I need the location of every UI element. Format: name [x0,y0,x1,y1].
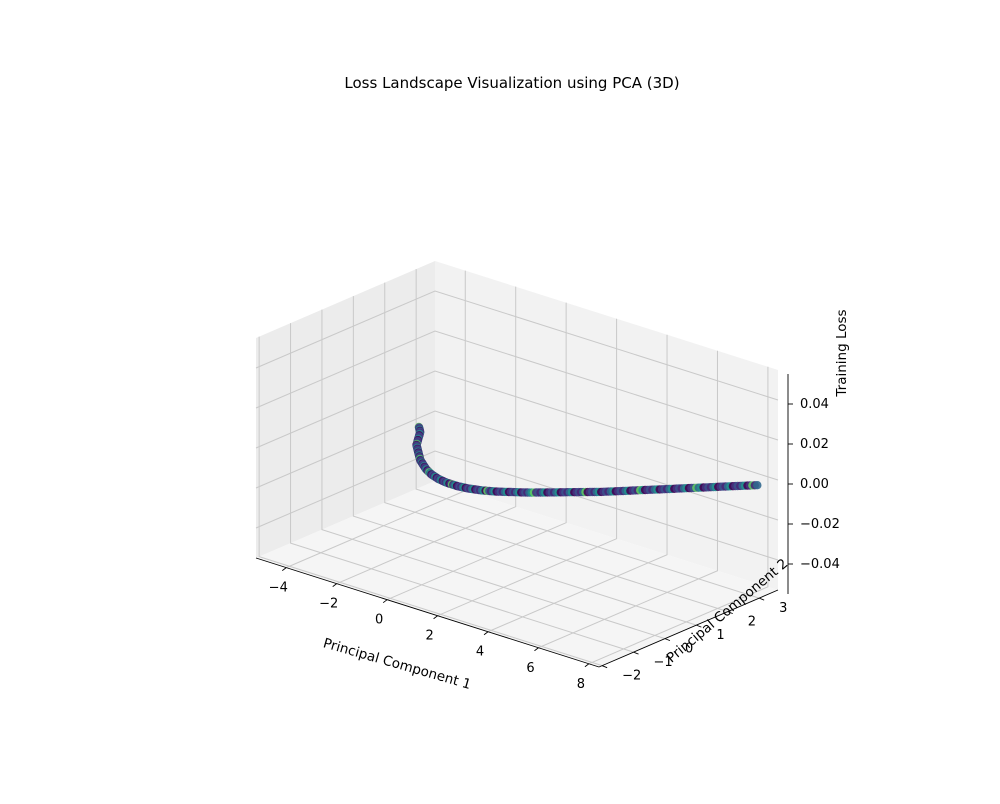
x-tick-label: −4 [269,581,288,596]
x-tick-label: 6 [526,661,534,676]
z-grid-line [255,370,779,481]
z-grid-line [255,290,779,401]
x-tick [281,567,287,571]
y-tick-label: 0 [685,642,693,657]
x-tick-label: 8 [577,677,585,692]
x-grid-line [437,318,618,617]
x-tick [483,631,489,636]
y-tick-label: 3 [779,601,787,616]
x-tick-label: 0 [375,613,383,628]
x-tick [332,583,337,588]
x-grid-line [487,334,668,633]
x-grid-line [588,366,769,665]
y-tick-label: 2 [748,615,756,630]
x-tick [534,647,539,652]
data-point [753,481,762,490]
x-tick [584,663,590,668]
y-grid-line [415,269,760,599]
y-tick [696,624,702,628]
y-grid-line [384,282,728,613]
x-grid-line [336,286,517,585]
z-grid-line [255,410,779,521]
x-tick [382,599,388,604]
z-axis-title: Training Loss [834,309,850,397]
y-tick [727,611,733,615]
y-grid-line [321,309,666,640]
y-tick [601,665,608,669]
data-points [412,422,762,497]
y-tick [758,597,765,601]
y-tick [664,638,671,642]
z-grid-line [255,450,779,561]
y-tick-label: 1 [716,628,724,643]
x-axis-line [255,557,600,668]
chart-title: Loss Landscape Visualization using PCA (… [344,74,679,92]
x-axis-title: Principal Component 1 [321,635,473,693]
x-tick-label: −2 [319,597,338,612]
x-tick [433,615,438,620]
z-tick-label: −0.04 [800,557,840,572]
y-grid-line [352,296,697,626]
z-tick-label: 0.04 [800,397,829,412]
z-tick-label: −0.02 [800,517,840,532]
x-grid-line [386,302,567,601]
y-grid-line [290,323,634,653]
grid-lines [255,269,779,667]
x-tick-label: 2 [425,629,433,644]
x-grid-line [538,350,718,649]
floor-pane [256,481,778,667]
y-axis-line [598,589,779,668]
z-grid-line [255,330,779,441]
y-tick [633,651,639,655]
z-tick-label: 0.00 [800,477,829,492]
z-tick-label: 0.02 [800,437,829,452]
tick-marks-and-labels: −4 −2 0 2 4 6 8 −2 −1 0 1 2 3 −0.04 −0.02 0.00 0.02 0.04 [269,397,840,692]
y-grid-line [258,336,603,667]
y-tick-label: −1 [654,655,673,670]
y-tick-label: −2 [622,669,641,684]
x-tick-label: 4 [476,645,484,660]
